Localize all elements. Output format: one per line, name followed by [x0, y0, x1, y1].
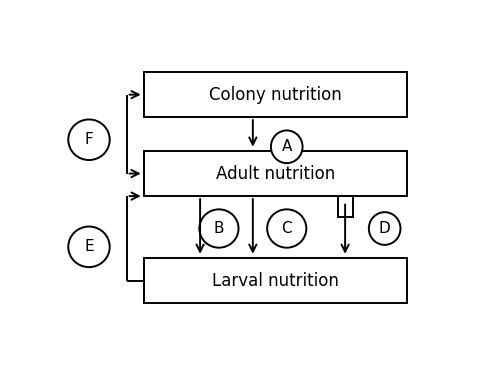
- Text: B: B: [214, 221, 224, 236]
- Bar: [144, 151, 407, 196]
- Bar: [338, 196, 353, 217]
- Text: E: E: [84, 239, 94, 254]
- Ellipse shape: [369, 212, 400, 245]
- Text: C: C: [281, 221, 292, 236]
- Bar: [144, 258, 407, 303]
- Ellipse shape: [271, 130, 303, 163]
- Bar: [144, 72, 407, 117]
- Text: D: D: [379, 221, 391, 236]
- Text: F: F: [85, 132, 93, 147]
- Text: Larval nutrition: Larval nutrition: [212, 272, 339, 290]
- Ellipse shape: [68, 227, 110, 267]
- Text: Adult nutrition: Adult nutrition: [216, 165, 335, 183]
- Ellipse shape: [68, 119, 110, 160]
- Ellipse shape: [199, 209, 239, 248]
- Text: Colony nutrition: Colony nutrition: [209, 86, 342, 104]
- Ellipse shape: [267, 209, 306, 248]
- Text: A: A: [281, 139, 292, 154]
